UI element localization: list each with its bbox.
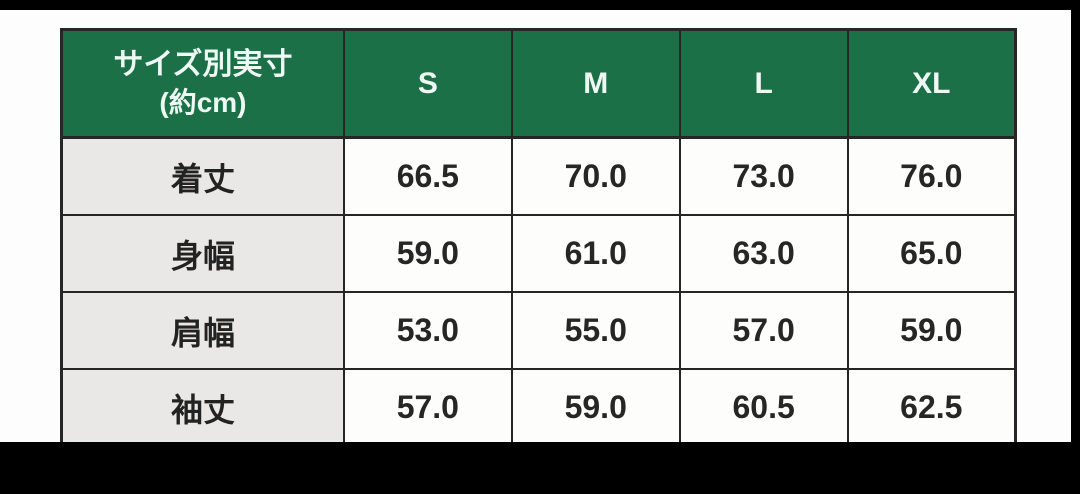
size-value-cell: 73.0 <box>678 136 849 216</box>
corner-header-line1: サイズ別実寸 <box>113 48 293 81</box>
size-value-cell: 61.0 <box>510 214 681 293</box>
size-value-cell: 55.0 <box>510 291 681 370</box>
size-value-cell: 59.0 <box>342 214 513 293</box>
corner-header-cell: サイズ別実寸 (約cm) <box>60 28 345 139</box>
size-value-cell: 66.5 <box>342 136 513 216</box>
corner-header-line2: (約cm) <box>159 86 247 118</box>
column-header-s: S <box>342 28 513 139</box>
letterbox-top <box>0 0 1080 10</box>
size-value-cell: 60.5 <box>678 368 849 448</box>
image-stage: サイズ別実寸 (約cm) S M L XL 着丈 66.5 70.0 73.0 … <box>0 10 1071 448</box>
column-header-xl: XL <box>846 28 1017 139</box>
size-value-cell: 59.0 <box>846 291 1017 370</box>
size-value-cell: 76.0 <box>846 136 1017 216</box>
size-value-cell: 57.0 <box>342 368 513 448</box>
header-row: サイズ別実寸 (約cm) S M L XL <box>60 28 1017 139</box>
row-label: 着丈 <box>60 136 345 216</box>
table-row: 着丈 66.5 70.0 73.0 76.0 <box>60 136 1017 216</box>
size-value-cell: 53.0 <box>342 291 513 370</box>
column-header-l: L <box>678 28 849 139</box>
size-value-cell: 57.0 <box>678 291 849 370</box>
size-value-cell: 62.5 <box>846 368 1017 448</box>
size-value-cell: 59.0 <box>510 368 681 448</box>
size-value-cell: 63.0 <box>678 214 849 293</box>
size-chart-table: サイズ別実寸 (約cm) S M L XL 着丈 66.5 70.0 73.0 … <box>60 28 1017 448</box>
letterbox-bottom <box>0 442 1080 494</box>
letterbox-right <box>1071 0 1080 494</box>
row-label: 袖丈 <box>60 368 345 448</box>
row-label: 身幅 <box>60 214 345 293</box>
size-value-cell: 70.0 <box>510 136 681 216</box>
column-header-m: M <box>510 28 681 139</box>
row-label: 肩幅 <box>60 291 345 370</box>
table-row: 肩幅 53.0 55.0 57.0 59.0 <box>60 291 1017 370</box>
table-row: 袖丈 57.0 59.0 60.5 62.5 <box>60 368 1017 448</box>
table-row: 身幅 59.0 61.0 63.0 65.0 <box>60 214 1017 293</box>
size-value-cell: 65.0 <box>846 214 1017 293</box>
